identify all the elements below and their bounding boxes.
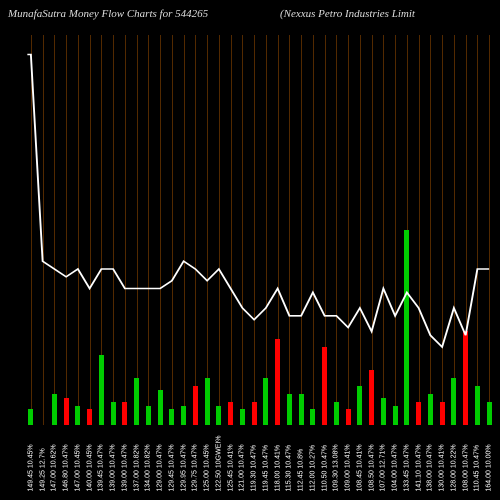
x-label: 108.00 10.47% — [462, 444, 469, 491]
x-label: 109.30 13.08% — [333, 444, 340, 491]
x-label: 138.00 10.47% — [427, 444, 434, 491]
x-label: 110.50 10.47% — [321, 445, 328, 492]
x-label: 128.00 10.22% — [450, 444, 457, 491]
x-label: 147.00 10.45% — [74, 444, 81, 491]
x-label: 129.75 10.47% — [192, 444, 199, 491]
x-label: 133.45 10.47% — [403, 444, 410, 491]
x-label: 108.50 10.47% — [368, 444, 375, 491]
chart-title-left: MunafaSutra Money Flow Charts for 544265 — [8, 8, 208, 20]
x-label: 141.10 10.47% — [415, 444, 422, 491]
x-axis-labels: 149.45 10.45% 149.25 12.7% 147.00 10.62% 14… — [25, 425, 495, 500]
x-label: 107.00 12.71% — [380, 444, 387, 491]
x-label: 122.50 10GWEI% — [215, 435, 222, 491]
x-label: 139.00 10.47% — [110, 444, 117, 491]
x-label: 119.45 10.47% — [262, 445, 269, 492]
x-label: 112.45 10.8% — [298, 449, 305, 492]
x-label: 129.95 10.47% — [180, 444, 187, 491]
x-label: 118.00 10.41% — [274, 445, 281, 492]
x-label: 146.80 10.47% — [63, 444, 70, 491]
x-label: 140.00 10.45% — [86, 444, 93, 491]
x-label: 125.45 10.41% — [227, 444, 234, 491]
x-label: 134.00 10.82% — [145, 444, 152, 491]
x-label: 110.45 10.47% — [474, 445, 481, 492]
x-label: 112.00 10.27% — [309, 445, 316, 492]
x-label: 109.00 10.41% — [345, 444, 352, 491]
x-label: 119.30 10.47% — [251, 445, 258, 492]
x-label: 147.00 10.62% — [51, 444, 58, 491]
x-label: 108.45 10.41% — [356, 444, 363, 491]
x-label: 129.45 10.47% — [168, 444, 175, 491]
x-label: 115.30 10.47% — [286, 445, 293, 492]
x-label: 139.45 10.47% — [98, 444, 105, 491]
x-label: 104.00 10.47% — [392, 444, 399, 491]
x-label: 129.00 10.47% — [157, 444, 164, 491]
x-label: 149.25 12.7% — [39, 448, 46, 491]
x-label: 125.00 10.45% — [204, 444, 211, 491]
chart-title-right: (Nexxus Petro Industries Limit — [280, 8, 415, 20]
x-label: 164.00 10.00% — [486, 444, 493, 491]
x-label: 121.00 10.47% — [239, 444, 246, 491]
price-line — [25, 35, 495, 425]
x-label: 137.00 10.82% — [133, 444, 140, 491]
x-label: 139.00 10.47% — [121, 444, 128, 491]
chart-area — [25, 35, 495, 425]
x-label: 149.45 10.45% — [27, 444, 34, 491]
x-label: 130.00 10.41% — [439, 444, 446, 491]
